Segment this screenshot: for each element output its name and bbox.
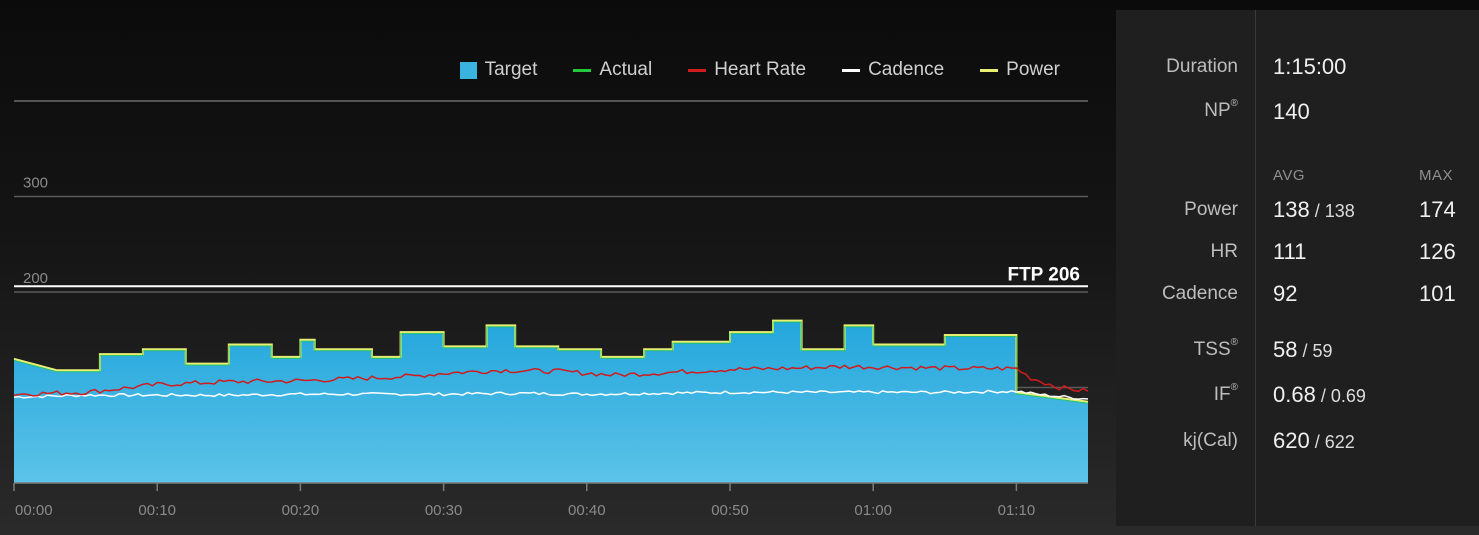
if-separator: / xyxy=(1315,386,1331,406)
x-tick-label: 00:30 xyxy=(425,502,463,519)
np-label: NP® xyxy=(1204,98,1238,122)
legend-item-target[interactable]: Target xyxy=(459,59,538,81)
if-label-text: IF xyxy=(1213,384,1231,405)
legend-label-actual: Actual xyxy=(599,59,653,80)
cadence-max-value: 101 xyxy=(1419,281,1456,306)
if-value-secondary: 0.69 xyxy=(1330,386,1366,406)
np-value: 140 xyxy=(1273,99,1310,124)
duration-label: Duration xyxy=(1166,56,1238,77)
legend-label-power: Power xyxy=(1006,59,1060,80)
cadence-label: Cadence xyxy=(1161,283,1238,304)
kj-value: 620 / 622 xyxy=(1273,428,1355,454)
cadence-avg-value: 92 xyxy=(1273,281,1298,306)
legend-label-cadence: Cadence xyxy=(868,59,945,80)
legend-item-actual[interactable]: Actual xyxy=(573,59,652,81)
power-avg-secondary: 138 xyxy=(1324,201,1355,221)
x-tick-label: 00:50 xyxy=(711,502,749,519)
if-value: 0.68 / 0.69 xyxy=(1273,382,1366,408)
heart-rate-line xyxy=(13,364,1089,397)
tss-label-text: TSS xyxy=(1193,339,1231,360)
x-tick-label: 00:40 xyxy=(568,502,606,519)
tss-value-main: 58 xyxy=(1273,337,1298,362)
cadence-line xyxy=(13,389,1089,400)
power-max-value: 174 xyxy=(1419,197,1456,222)
tss-value-secondary: 59 xyxy=(1312,341,1333,361)
legend-swatch-cadence xyxy=(842,68,861,72)
legend-swatch-target xyxy=(459,61,477,79)
y-tick-label: 300 xyxy=(23,175,48,192)
max-header: MAX xyxy=(1419,167,1454,184)
kj-label: kj(Cal) xyxy=(1183,430,1238,451)
hr-label: HR xyxy=(1210,241,1238,262)
legend-item-cadence[interactable]: Cadence xyxy=(842,59,944,81)
tss-label: TSS® xyxy=(1193,337,1238,361)
power-avg-separator: / xyxy=(1309,201,1325,221)
legend-swatch-power xyxy=(980,68,999,72)
if-registered-mark: ® xyxy=(1230,382,1238,393)
x-tick-label: 01:00 xyxy=(854,502,892,519)
legend-swatch-heart-rate xyxy=(688,68,707,72)
tss-value: 58 / 59 xyxy=(1273,337,1333,363)
np-label-text: NP xyxy=(1204,100,1231,121)
tss-separator: / xyxy=(1297,341,1313,361)
actual-line xyxy=(13,321,1089,404)
x-tick-label: 00:20 xyxy=(282,502,320,519)
legend-swatch-actual xyxy=(573,68,592,72)
x-tick-label: 01:10 xyxy=(998,502,1036,519)
legend-item-heart-rate[interactable]: Heart Rate xyxy=(688,59,806,81)
power-avg-value: 138 / 138 xyxy=(1273,197,1355,223)
np-registered-mark: ® xyxy=(1230,98,1238,109)
stats-panel: Duration 1:15:00 NP® 140 AVG MAX Power 1… xyxy=(1116,10,1479,526)
kj-separator: / xyxy=(1309,432,1325,452)
target-area xyxy=(14,320,1088,483)
x-tick-label: 00:00 xyxy=(15,502,53,519)
x-tick-label: 00:10 xyxy=(138,502,176,519)
if-label: IF® xyxy=(1213,382,1238,406)
ftp-label: FTP 206 xyxy=(1007,264,1080,285)
tss-registered-mark: ® xyxy=(1230,337,1238,348)
legend-label-heart-rate: Heart Rate xyxy=(714,59,807,80)
kj-value-main: 620 xyxy=(1273,428,1310,453)
duration-value: 1:15:00 xyxy=(1273,54,1347,79)
legend-label-target: Target xyxy=(484,59,538,80)
legend-item-power[interactable]: Power xyxy=(980,59,1060,81)
hr-avg-value: 111 xyxy=(1273,239,1307,264)
stats-divider xyxy=(1255,10,1256,526)
avg-header: AVG xyxy=(1273,167,1306,184)
workout-chart: 100200300FTP 20600:0000:1000:2000:3000:4… xyxy=(0,56,1089,519)
y-tick-label: 200 xyxy=(23,270,48,287)
hr-max-value: 126 xyxy=(1419,239,1456,264)
power-avg: 138 xyxy=(1273,197,1310,222)
if-value-main: 0.68 xyxy=(1273,382,1316,407)
chart-legend: Target Actual Heart Rate Cadence Power xyxy=(0,56,1060,84)
power-label: Power xyxy=(1184,199,1238,220)
kj-value-secondary: 622 xyxy=(1324,432,1355,452)
chart-canvas: 100200300FTP 20600:0000:1000:2000:3000:4… xyxy=(13,100,1089,519)
